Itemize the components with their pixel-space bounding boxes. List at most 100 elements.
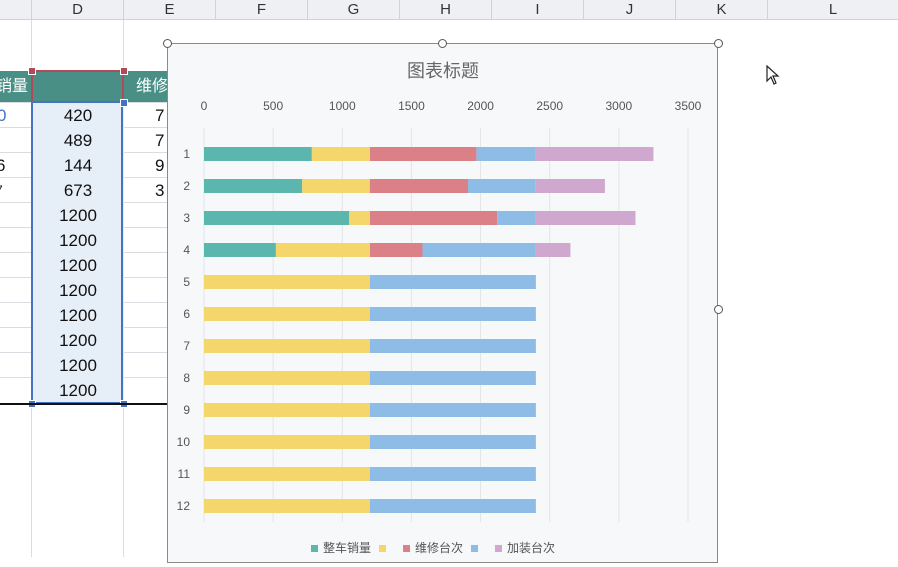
x-tick-label: 1500 (398, 99, 425, 113)
cell-d-value[interactable]: 144 (32, 153, 124, 178)
y-tick-label: 6 (183, 307, 190, 321)
bar-segment (369, 307, 536, 321)
cell-d-value[interactable]: 1200 (32, 353, 124, 378)
cell-d-value[interactable]: 1200 (32, 228, 124, 253)
chart-resize-handle[interactable] (163, 39, 172, 48)
legend-swatch (379, 545, 386, 552)
range-selection-outline (31, 101, 123, 404)
header-selection-outline (31, 70, 124, 103)
bar-segment (311, 147, 370, 161)
cell-d-value[interactable]: 420 (32, 103, 124, 128)
bar-segment (422, 243, 536, 257)
bar-segment (535, 211, 636, 225)
bar-segment (204, 467, 370, 481)
legend-swatch (471, 545, 478, 552)
cell-d-value[interactable]: 673 (32, 178, 124, 203)
chart-title: 图表标题 (407, 61, 479, 81)
cell-d-value[interactable]: 1200 (32, 278, 124, 303)
legend-label: 加装台次 (507, 540, 555, 555)
header-selection-handle[interactable] (120, 67, 128, 75)
column-header-g[interactable]: G (308, 0, 400, 19)
bar-segment (204, 403, 370, 417)
bar-segment (535, 147, 654, 161)
y-tick-label: 1 (183, 147, 190, 161)
cell-c-value[interactable]: 0 (0, 106, 7, 125)
bar-segment (302, 179, 370, 193)
chart-area[interactable]: 图表标题 0 500 1000 1500 2000 2500 3000 3500 1 2 3 4 5 6 7 8… (167, 43, 718, 563)
cell-d-value[interactable]: 1200 (32, 328, 124, 353)
column-header-bar: D E F G H I J K L (0, 0, 898, 20)
bar-segment (369, 339, 536, 353)
column-header-partial[interactable] (0, 0, 32, 19)
bar-segment (204, 435, 370, 449)
cell-c-value[interactable]: 6 (0, 156, 6, 175)
column-header-i[interactable]: I (492, 0, 584, 19)
cell-e-value[interactable]: 7 (155, 131, 165, 150)
cell-d-value[interactable]: 1200 (32, 203, 124, 228)
bar-segment (467, 179, 536, 193)
y-tick-label: 7 (183, 339, 190, 353)
cell-e-value[interactable]: 9 (155, 156, 165, 175)
cell-d-value[interactable]: 1200 (32, 303, 124, 328)
cell-e-value[interactable]: 3 (155, 181, 165, 200)
bar-segment (369, 371, 536, 385)
bar-segment (204, 147, 312, 161)
bar-segment (369, 147, 477, 161)
bar-segment (204, 179, 303, 193)
bar-segment (369, 467, 536, 481)
legend-swatch (311, 545, 318, 552)
header-label-sales: 销量 (0, 78, 29, 95)
range-selection-handle[interactable] (120, 99, 128, 107)
cell-d-value[interactable]: 1200 (32, 253, 124, 278)
x-tick-label: 0 (201, 99, 208, 113)
y-tick-label: 12 (177, 499, 191, 513)
legend-swatch (495, 545, 502, 552)
y-tick-label: 11 (178, 467, 191, 481)
column-header-j[interactable]: J (584, 0, 676, 19)
x-tick-label: 500 (263, 99, 283, 113)
y-tick-label: 8 (183, 371, 190, 385)
column-header-f[interactable]: F (216, 0, 308, 19)
x-tick-label: 1000 (329, 99, 356, 113)
header-selection-handle[interactable] (28, 67, 36, 75)
mouse-cursor-icon (766, 65, 780, 85)
y-tick-label: 4 (183, 243, 190, 257)
bar-segment (204, 307, 370, 321)
header-cell-e[interactable] (124, 71, 167, 102)
bar-segment (204, 275, 370, 289)
legend-label: 维修台次 (415, 540, 463, 555)
y-tick-label: 10 (177, 435, 191, 449)
column-header-d[interactable]: D (32, 0, 124, 19)
cell-d-value[interactable]: 489 (32, 128, 124, 153)
column-header-k[interactable]: K (676, 0, 768, 19)
column-header-l[interactable]: L (828, 1, 838, 18)
column-header-e[interactable]: E (124, 0, 216, 19)
chart-resize-handle[interactable] (714, 305, 723, 314)
cell-c-value[interactable]: 7 (0, 178, 3, 203)
cell-e-value[interactable]: 7 (155, 106, 165, 125)
bar-segment (369, 435, 536, 449)
y-tick-label: 5 (183, 275, 190, 289)
bar-segment (369, 275, 536, 289)
x-tick-label: 2500 (536, 99, 563, 113)
header-cell-d[interactable] (33, 71, 122, 102)
chart-resize-handle[interactable] (714, 39, 723, 48)
bar-segment (204, 243, 276, 257)
bar-segment (369, 499, 536, 513)
bar-segment (204, 499, 370, 513)
x-tick-label: 2000 (467, 99, 494, 113)
header-cell-c[interactable] (0, 71, 31, 102)
bar-segment (275, 243, 370, 257)
bar-segment (369, 211, 498, 225)
bar-segment (497, 211, 536, 225)
x-tick-label: 3000 (606, 99, 633, 113)
chart-resize-handle[interactable] (438, 39, 447, 48)
bar-segment (369, 403, 536, 417)
x-tick-label: 3500 (675, 99, 702, 113)
legend-swatch (403, 545, 410, 552)
bar-segment (476, 147, 536, 161)
bar-segment (535, 179, 605, 193)
cell-d-value[interactable]: 1200 (32, 378, 124, 403)
column-header-h[interactable]: H (400, 0, 492, 19)
